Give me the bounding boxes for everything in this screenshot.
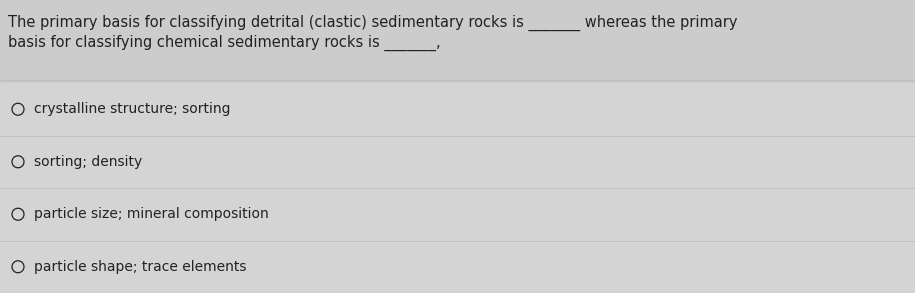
Text: particle size; mineral composition: particle size; mineral composition: [34, 207, 269, 221]
Bar: [0, 83, 915, 293]
Text: basis for classifying chemical sedimentary rocks is _______,: basis for classifying chemical sedimenta…: [8, 35, 441, 51]
Text: crystalline structure; sorting: crystalline structure; sorting: [34, 102, 231, 116]
Text: sorting; density: sorting; density: [34, 155, 142, 169]
Text: particle shape; trace elements: particle shape; trace elements: [34, 260, 246, 274]
Text: The primary basis for classifying detrital (clastic) sedimentary rocks is ______: The primary basis for classifying detrit…: [8, 15, 737, 31]
